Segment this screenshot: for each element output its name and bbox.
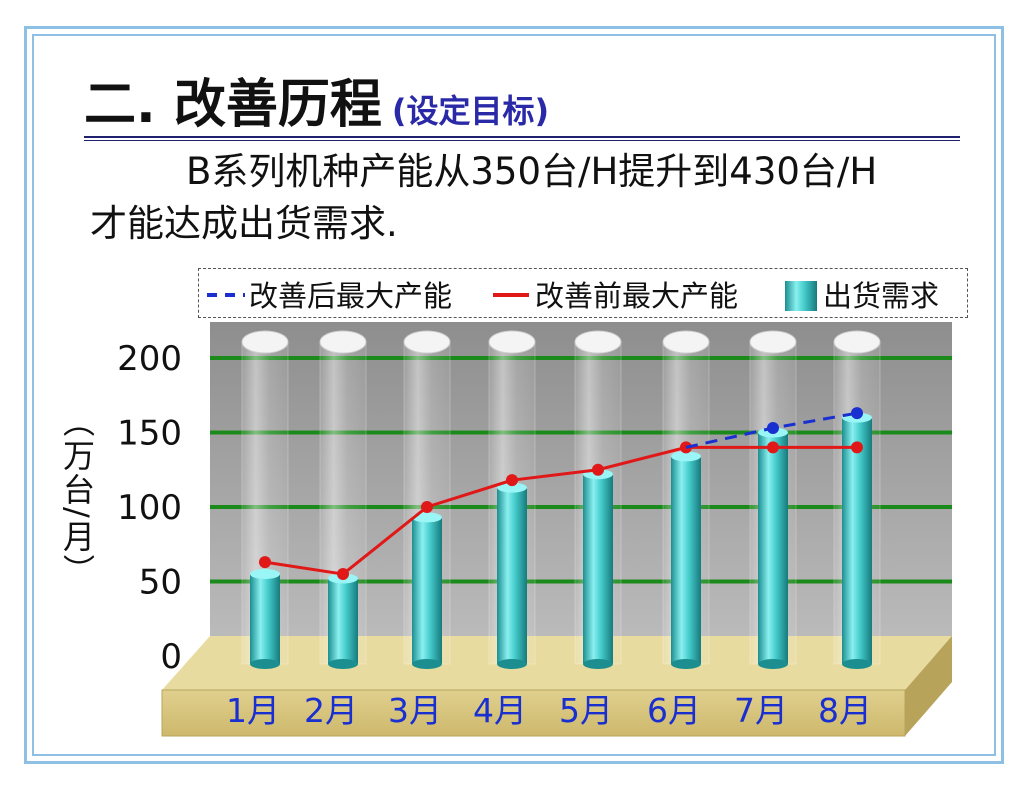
legend-swatch-bars xyxy=(785,281,817,311)
legend-item-after: 改善后最大产能 xyxy=(249,279,453,313)
floor-side xyxy=(905,636,952,736)
legend: 改善后最大产能 改善前最大产能 出货需求 xyxy=(198,268,968,318)
x-tick-label: 5月 xyxy=(559,691,613,730)
bar-top xyxy=(412,512,442,523)
description-line-2: 才能达成出货需求. xyxy=(90,202,398,245)
marker-before xyxy=(592,463,604,476)
x-tick-label: 6月 xyxy=(647,691,701,730)
bar-top xyxy=(497,482,527,493)
bar xyxy=(583,474,613,664)
y-tick-label: 150 xyxy=(117,414,182,454)
bar-bottom xyxy=(412,659,442,669)
glass-tube-cap xyxy=(488,330,536,354)
marker-before xyxy=(851,441,863,454)
line-before xyxy=(264,445,857,576)
glass-tube-cap xyxy=(574,330,622,354)
inner-frame xyxy=(32,34,996,756)
x-tick-label: 4月 xyxy=(473,691,527,730)
x-tick-label: 1月 xyxy=(226,691,280,730)
marker-before xyxy=(259,556,271,569)
glass-tube-cap xyxy=(241,330,289,354)
bar xyxy=(758,432,788,664)
glass-tube-cap xyxy=(403,330,451,354)
marker-before xyxy=(421,501,433,513)
bar-bottom xyxy=(497,659,527,669)
glass-tube-cap xyxy=(833,330,881,354)
marker-before xyxy=(767,441,779,454)
x-tick-label: 3月 xyxy=(388,691,442,730)
slide-title: 二. 改善历程 (设定目标) xyxy=(84,62,549,137)
outer-frame xyxy=(24,26,1004,764)
title-main: 二. 改善历程 xyxy=(84,75,382,135)
y-tick-label: 100 xyxy=(117,488,182,528)
legend-item-demand: 出货需求 xyxy=(823,279,940,313)
y-tick-label: 50 xyxy=(139,563,182,603)
glass-tube-cap xyxy=(662,330,710,354)
bar-bottom xyxy=(842,659,872,669)
bar xyxy=(842,417,872,664)
glass-tube-cap xyxy=(319,330,367,354)
bar-top xyxy=(671,451,701,462)
bar xyxy=(412,517,442,664)
x-tick-label: 2月 xyxy=(304,691,358,730)
title-sub: (设定目标) xyxy=(391,92,550,130)
y-tick-label: 200 xyxy=(117,339,182,379)
title-rule xyxy=(84,136,960,138)
bar xyxy=(328,578,358,664)
marker-after xyxy=(851,407,863,420)
marker-before xyxy=(337,568,349,581)
title-rule-thin xyxy=(84,140,960,141)
bar xyxy=(250,574,280,664)
description: B系列机种产能从350台/H提升到430台/H 才能达成出货需求. xyxy=(90,146,970,250)
bar xyxy=(497,487,527,664)
bar-bottom xyxy=(583,659,613,669)
bar-bottom xyxy=(250,659,280,669)
marker-before xyxy=(506,474,518,487)
bar-bottom xyxy=(671,659,701,669)
y-tick-label: 0 xyxy=(160,637,182,677)
y-axis-label: （万台/月） xyxy=(58,405,96,588)
marker-after xyxy=(767,422,779,435)
legend-swatches xyxy=(207,281,817,311)
bar-bottom xyxy=(328,659,358,669)
legend-item-before: 改善前最大产能 xyxy=(535,279,739,313)
glass-tube-cap xyxy=(749,330,797,354)
description-line-1: B系列机种产能从350台/H提升到430台/H xyxy=(186,150,878,193)
bar-bottom xyxy=(758,659,788,669)
bar xyxy=(671,456,701,664)
bar-top xyxy=(250,569,280,580)
x-tick-label: 8月 xyxy=(818,691,872,730)
x-tick-label: 7月 xyxy=(734,691,788,730)
